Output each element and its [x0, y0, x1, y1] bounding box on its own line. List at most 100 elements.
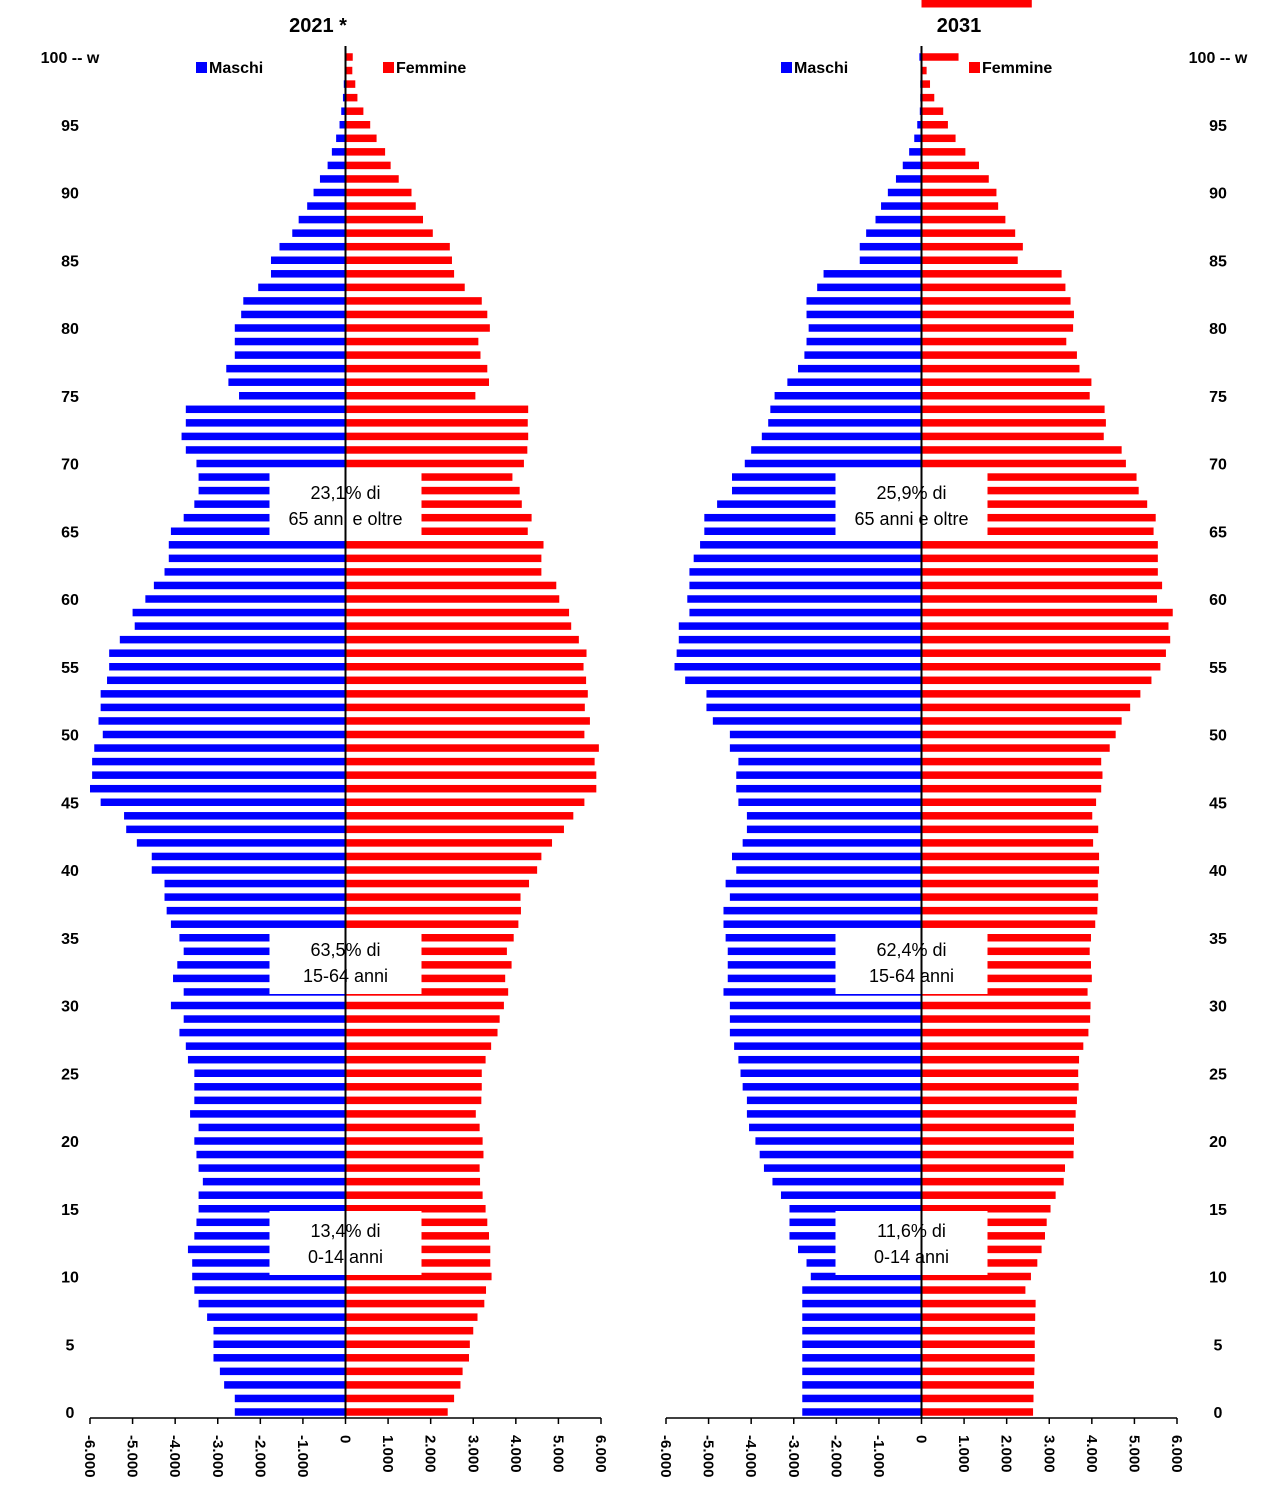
bar-female-92-1 — [922, 162, 979, 170]
bar-female-36-0 — [346, 920, 519, 928]
age-label-50-right: 50 — [1209, 728, 1227, 745]
bar-female-45-0 — [346, 799, 585, 807]
x-tick-label-7-0: 1.000 — [379, 1435, 396, 1473]
bar-female-54-0 — [346, 677, 587, 685]
bar-female-22-1 — [922, 1110, 1076, 1118]
bar-male-88-0 — [299, 216, 346, 224]
bar-female-89-0 — [346, 202, 416, 210]
bar-female-52-1 — [922, 704, 1131, 712]
bar-male-61-1 — [689, 582, 921, 590]
bar-female-0-1 — [922, 1408, 1034, 1416]
bar-female-89-1 — [922, 202, 999, 210]
bar-female-93-0 — [346, 148, 386, 156]
chart-title-1: 2031 — [937, 15, 982, 37]
bar-male-55-0 — [109, 663, 345, 671]
bar-male-85-0 — [271, 257, 346, 265]
bar-female-79-0 — [346, 338, 479, 346]
age-label-30-left: 30 — [61, 999, 79, 1016]
bar-female-23-1 — [922, 1097, 1077, 1105]
bar-female-85-1 — [922, 257, 1018, 265]
legend-female-swatch-1 — [969, 62, 980, 73]
bar-female-9-0 — [346, 1286, 487, 1294]
bar-male-45-1 — [738, 799, 921, 807]
bar-male-39-1 — [726, 880, 922, 888]
age-label-45-left: 45 — [61, 795, 79, 812]
bar-male-1-1 — [802, 1395, 921, 1403]
bar-female-23-0 — [346, 1097, 482, 1105]
x-tick-label-8-1: 2.000 — [998, 1435, 1015, 1473]
bar-male-47-0 — [92, 771, 345, 779]
bar-female-27-0 — [346, 1042, 492, 1050]
bar-female-73-1 — [922, 419, 1106, 427]
bar-female-21-1 — [922, 1124, 1074, 1132]
age-label-100-right: 100 -- w — [1189, 50, 1248, 67]
x-tick-label-6-1: 0 — [913, 1435, 930, 1443]
bar-female-82-0 — [346, 297, 482, 305]
bar-female-95-0 — [346, 121, 371, 129]
bar-female-87-1 — [922, 229, 1016, 237]
age-label-0-right: 0 — [1214, 1405, 1223, 1422]
bar-female-47-1 — [922, 771, 1103, 779]
x-tick-label-6-0: 0 — [337, 1435, 354, 1443]
bar-female-29-0 — [346, 1015, 500, 1023]
bar-male-89-1 — [881, 202, 921, 210]
bar-male-6-0 — [213, 1327, 345, 1335]
bar-female-96-0 — [346, 107, 364, 115]
bar-male-30-0 — [171, 1002, 346, 1010]
bar-male-56-1 — [677, 649, 922, 657]
age-label-85-left: 85 — [61, 253, 79, 270]
legend-male-swatch-1 — [781, 62, 792, 73]
bar-male-71-0 — [186, 446, 346, 454]
bar-male-92-0 — [328, 162, 346, 170]
bar-female-48-1 — [922, 758, 1102, 766]
age-label-70-left: 70 — [61, 457, 79, 474]
bar-male-44-0 — [124, 812, 345, 820]
age-label-10-right: 10 — [1209, 1270, 1227, 1287]
age-label-20-left: 20 — [61, 1134, 79, 1151]
bar-male-1-0 — [235, 1395, 346, 1403]
x-tick-label-9-0: 3.000 — [464, 1435, 481, 1473]
legend-male-label-1: Maschi — [794, 60, 848, 77]
bar-female-78-1 — [922, 351, 1077, 359]
bar-female-44-0 — [346, 812, 574, 820]
bar-male-91-1 — [896, 175, 922, 183]
age-label-60-left: 60 — [61, 592, 79, 609]
bar-female-40-1 — [922, 866, 1100, 874]
x-tick-label-4-0: -2.000 — [251, 1435, 268, 1478]
bar-male-60-1 — [687, 595, 921, 603]
bar-female-85-0 — [346, 257, 452, 265]
bar-male-46-1 — [736, 785, 921, 793]
bar-male-6-1 — [802, 1327, 921, 1335]
bar-male-0-1 — [802, 1408, 921, 1416]
bar-male-92-1 — [903, 162, 922, 170]
bar-male-2-1 — [802, 1381, 921, 1389]
x-tick-label-0-0: -6.000 — [81, 1435, 98, 1478]
bar-female-81-1 — [922, 311, 1074, 319]
legend-female-swatch-0 — [383, 62, 394, 73]
bar-male-17-0 — [203, 1178, 346, 1186]
age-label-5-left: 5 — [66, 1337, 75, 1354]
bar-female-81-0 — [346, 311, 488, 319]
bar-female-2-0 — [346, 1381, 461, 1389]
bar-male-7-0 — [207, 1313, 345, 1321]
bar-male-84-1 — [824, 270, 922, 278]
bar-male-53-0 — [101, 690, 346, 698]
bar-male-23-1 — [747, 1097, 922, 1105]
bar-female-63-0 — [346, 555, 542, 563]
bar-female-71-1 — [922, 446, 1122, 454]
bar-female-95-1 — [922, 121, 948, 129]
bar-male-64-1 — [700, 541, 921, 549]
age-label-55-left: 55 — [61, 660, 79, 677]
bar-male-50-1 — [730, 731, 922, 739]
bar-female-86-0 — [346, 243, 450, 251]
bar-female-64-1 — [922, 541, 1158, 549]
bar-female-83-1 — [922, 284, 1066, 292]
bar-male-73-0 — [186, 419, 346, 427]
bar-male-83-0 — [258, 284, 345, 292]
bar-female-37-0 — [346, 907, 521, 915]
age-label-15-right: 15 — [1209, 1202, 1227, 1219]
bar-female-98-1 — [922, 80, 931, 88]
bar-male-64-0 — [169, 541, 346, 549]
bar-male-76-0 — [228, 378, 345, 386]
